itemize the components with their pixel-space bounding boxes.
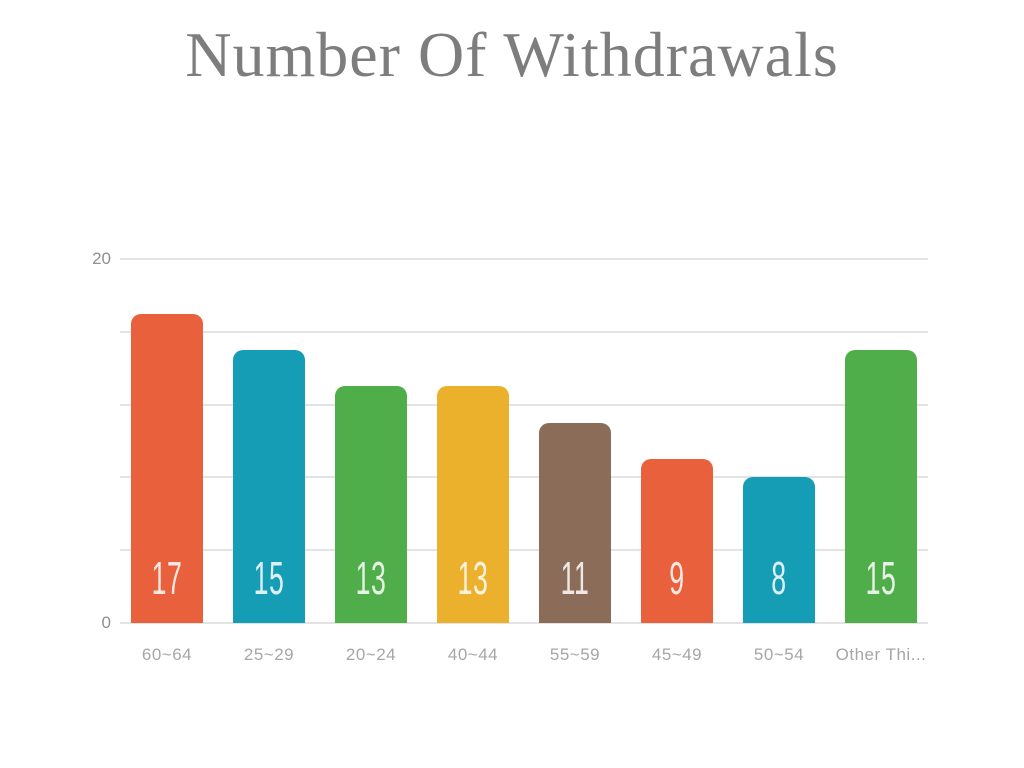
x-axis-label-55-59: 55~59: [549, 645, 601, 664]
gridline-20: [120, 258, 928, 260]
x-axis-label-45-49: 45~49: [651, 645, 703, 664]
bar-value-label: 15: [253, 552, 285, 604]
bar-55-59[interactable]: 11: [539, 422, 611, 623]
bar-other-thi[interactable]: 15: [845, 350, 917, 623]
y-axis-tick-label-20: 20: [92, 249, 111, 268]
bar-60-64[interactable]: 17: [131, 313, 203, 623]
bar-value-label: 15: [865, 552, 897, 604]
x-axis-label-60-64: 60~64: [141, 645, 193, 664]
x-axis-label-40-44: 40~44: [447, 645, 499, 664]
gridline-8: [120, 476, 928, 479]
bar-50-54[interactable]: 8: [743, 477, 815, 623]
bar-value-label: 13: [355, 552, 387, 604]
gridline-16: [120, 330, 928, 333]
bar-value-label: 13: [457, 552, 489, 604]
chart-title: Number Of Withdrawals: [185, 19, 839, 90]
x-axis-label-20-24: 20~24: [345, 645, 397, 664]
bar-40-44[interactable]: 13: [437, 386, 509, 623]
bar-45-49[interactable]: 9: [641, 459, 713, 623]
bar-20-24[interactable]: 13: [335, 386, 407, 623]
x-axis-label-other-thi: Other Thi...: [835, 645, 927, 664]
x-axis-label-25-29: 25~29: [243, 645, 295, 664]
gridline-4: [120, 549, 928, 552]
bar-value-label: 11: [560, 552, 590, 604]
bar-value-label: 9: [669, 552, 685, 604]
bar-25-29[interactable]: 15: [233, 350, 305, 623]
bar-value-label: 17: [151, 552, 183, 604]
gridline-0: [120, 622, 928, 624]
bar-value-label: 8: [771, 552, 787, 604]
y-axis-tick-label-0: 0: [101, 613, 111, 632]
plot-area: 20 0 17 15 13 13 11 9 8 15 60~64 25~29 20~24 40~44 5…: [92, 249, 928, 664]
gridline-12: [120, 403, 928, 406]
x-axis-label-50-54: 50~54: [753, 645, 805, 664]
